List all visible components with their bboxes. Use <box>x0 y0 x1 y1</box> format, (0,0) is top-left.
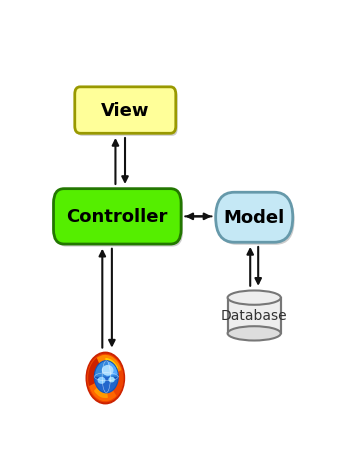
FancyBboxPatch shape <box>54 189 181 244</box>
Bar <box>228 298 281 334</box>
Wedge shape <box>105 358 118 378</box>
Ellipse shape <box>97 377 106 384</box>
Wedge shape <box>97 355 121 378</box>
Wedge shape <box>88 358 105 386</box>
Circle shape <box>88 355 123 402</box>
FancyBboxPatch shape <box>216 193 293 243</box>
Circle shape <box>86 352 125 404</box>
FancyBboxPatch shape <box>55 192 183 247</box>
Circle shape <box>94 361 118 393</box>
Text: Model: Model <box>224 209 285 227</box>
FancyBboxPatch shape <box>217 195 295 245</box>
Wedge shape <box>95 377 118 392</box>
Text: View: View <box>101 102 150 120</box>
Ellipse shape <box>228 291 281 305</box>
Wedge shape <box>106 362 118 377</box>
Ellipse shape <box>228 326 281 341</box>
Ellipse shape <box>102 365 114 376</box>
Wedge shape <box>95 362 118 377</box>
Ellipse shape <box>108 377 115 382</box>
Text: Controller: Controller <box>67 208 168 226</box>
Text: Database: Database <box>221 309 287 323</box>
Wedge shape <box>89 378 116 401</box>
FancyBboxPatch shape <box>75 88 176 134</box>
FancyBboxPatch shape <box>76 90 178 137</box>
Wedge shape <box>94 378 108 398</box>
